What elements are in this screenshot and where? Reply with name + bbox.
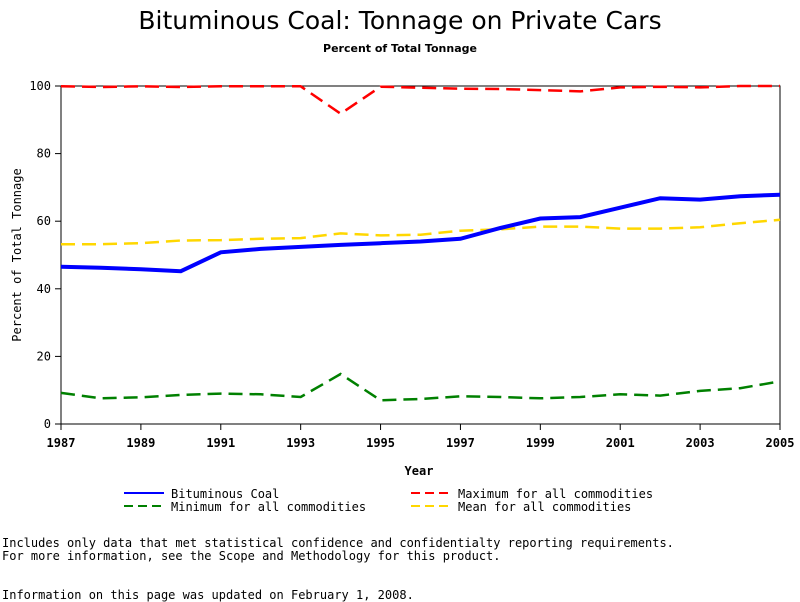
y-tick-label: 20: [37, 349, 51, 363]
y-axis-label: Percent of Total Tonnage: [10, 168, 24, 341]
legend-label: Minimum for all commodities: [171, 500, 366, 514]
x-tick-label: 1999: [526, 436, 555, 450]
x-tick-label: 1997: [446, 436, 475, 450]
bituminous-coal-line: [60, 192, 781, 274]
x-tick-label: 2005: [766, 436, 795, 450]
y-tick-label: 100: [29, 79, 51, 93]
x-axis-label: Year: [405, 464, 434, 478]
y-tick-label: 40: [37, 282, 51, 296]
x-tick-label: 2001: [606, 436, 635, 450]
x-tick-label: 1991: [206, 436, 235, 450]
mean-for-all-commodities-line: [61, 218, 781, 246]
minimum-for-all-commodities-line: [60, 372, 781, 402]
y-tick-label: 80: [37, 147, 51, 161]
legend-label: Bituminous Coal: [171, 487, 279, 501]
footnote-confidence: Includes only data that met statistical …: [2, 536, 674, 550]
footnote-methodology: For more information, see the Scope and …: [2, 549, 501, 563]
x-tick-label: 2003: [686, 436, 715, 450]
x-tick-label: 1987: [47, 436, 76, 450]
legend-label: Mean for all commodities: [458, 500, 631, 514]
maximum-for-all-commodities-line: [60, 84, 780, 116]
legend-label: Maximum for all commodities: [458, 487, 653, 501]
y-tick-label: 60: [37, 214, 51, 228]
chart-svg: 0 20 40 60 80 100 1987 1989 1991 1993 1995 1997 1999…: [10, 79, 795, 514]
chart-title: Bituminous Coal: Tonnage on Private Cars: [138, 6, 662, 35]
x-tick-label: 1995: [366, 436, 395, 450]
x-tick-label: 1993: [286, 436, 315, 450]
plot-frame: [60, 85, 781, 425]
x-tick-label: 1989: [126, 436, 155, 450]
footnote-updated: Information on this page was updated on …: [2, 588, 414, 602]
chart-subtitle: Percent of Total Tonnage: [323, 42, 477, 55]
y-tick-label: 0: [44, 417, 51, 431]
